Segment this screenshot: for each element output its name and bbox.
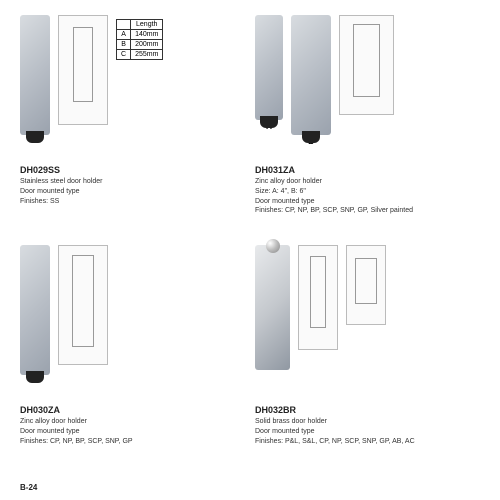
length-header: Length — [131, 20, 163, 30]
code-dh031za: DH031ZA — [255, 165, 480, 175]
desc2-dh032br: Door mounted type — [255, 427, 480, 437]
desc2-dh030za: Door mounted type — [20, 427, 245, 437]
drawing-dh031za — [339, 15, 394, 115]
rubber-tip — [260, 116, 278, 128]
row-c-key: C — [117, 50, 131, 60]
photo-dh030za — [20, 245, 50, 375]
cell-dh032br: DH032BR Solid brass door holder Door mou… — [255, 245, 480, 465]
desc1-dh029ss: Stainless steel door holder — [20, 177, 245, 187]
desc1-dh032br: Solid brass door holder — [255, 417, 480, 427]
drawing-dh029ss — [58, 15, 108, 125]
caption-dh030za: DH030ZA Zinc alloy door holder Door moun… — [20, 405, 245, 446]
visual-dh031za: A B — [255, 15, 480, 155]
rubber-tip — [26, 371, 44, 383]
catalog-grid: Length A140mm B200mm C255mm DH029SS Stai… — [20, 15, 480, 465]
photo-dh031za-b — [291, 15, 331, 135]
desc2-dh029ss: Door mounted type — [20, 187, 245, 197]
length-table-dh029ss: Length A140mm B200mm C255mm — [116, 19, 163, 60]
rubber-tip — [302, 131, 320, 143]
visual-dh032br — [255, 245, 480, 395]
desc3-dh032br: Finishes: P&L, S&L, CP, NP, SCP, SNP, GP… — [255, 437, 480, 447]
drawing-dh032br-a — [298, 245, 338, 350]
desc3-dh031za: Door mounted type — [255, 197, 480, 207]
desc4-dh031za: Finishes: CP, NP, BP, SCP, SNP, GP, Silv… — [255, 206, 480, 216]
desc1-dh030za: Zinc alloy door holder — [20, 417, 245, 427]
row-b-val: 200mm — [131, 40, 163, 50]
chrome-ball — [266, 239, 280, 253]
visual-dh029ss: Length A140mm B200mm C255mm — [20, 15, 245, 155]
code-dh030za: DH030ZA — [20, 405, 245, 415]
cell-dh029ss: Length A140mm B200mm C255mm DH029SS Stai… — [20, 15, 245, 235]
cell-dh030za: DH030ZA Zinc alloy door holder Door moun… — [20, 245, 245, 465]
code-dh029ss: DH029SS — [20, 165, 245, 175]
row-b-key: B — [117, 40, 131, 50]
caption-dh032br: DH032BR Solid brass door holder Door mou… — [255, 405, 480, 446]
drawing-dh032br-b — [346, 245, 386, 325]
photo-dh032br — [255, 245, 290, 370]
row-a-key: A — [117, 30, 131, 40]
page-number: B-24 — [20, 483, 37, 492]
desc3-dh030za: Finishes: CP, NP, BP, SCP, SNP, GP — [20, 437, 245, 447]
row-c-val: 255mm — [131, 50, 163, 60]
caption-dh031za: DH031ZA Zinc alloy door holder Size: A: … — [255, 165, 480, 216]
row-a-val: 140mm — [131, 30, 163, 40]
desc1-dh031za: Zinc alloy door holder — [255, 177, 480, 187]
drawing-dh030za — [58, 245, 108, 365]
desc2-dh031za: Size: A: 4", B: 6" — [255, 187, 480, 197]
visual-dh030za — [20, 245, 245, 395]
code-dh032br: DH032BR — [255, 405, 480, 415]
photo-dh029ss — [20, 15, 50, 135]
rubber-tip — [26, 131, 44, 143]
photo-dh031za-a — [255, 15, 283, 120]
cell-dh031za: A B DH031ZA Zinc alloy door holder Size:… — [255, 15, 480, 235]
desc3-dh029ss: Finishes: SS — [20, 197, 245, 207]
caption-dh029ss: DH029SS Stainless steel door holder Door… — [20, 165, 245, 206]
